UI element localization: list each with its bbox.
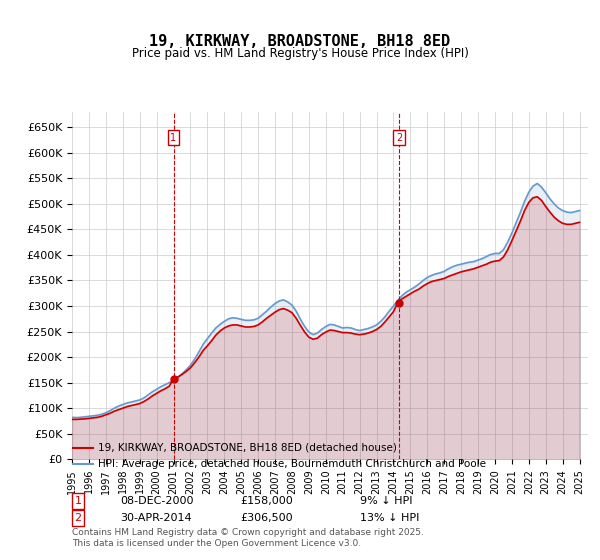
Text: £306,500: £306,500 bbox=[240, 513, 293, 523]
Text: 19, KIRKWAY, BROADSTONE, BH18 8ED: 19, KIRKWAY, BROADSTONE, BH18 8ED bbox=[149, 35, 451, 49]
Text: Price paid vs. HM Land Registry's House Price Index (HPI): Price paid vs. HM Land Registry's House … bbox=[131, 46, 469, 60]
Text: 2: 2 bbox=[396, 133, 402, 143]
Text: 9% ↓ HPI: 9% ↓ HPI bbox=[360, 496, 413, 506]
Text: HPI: Average price, detached house, Bournemouth Christchurch and Poole: HPI: Average price, detached house, Bour… bbox=[98, 459, 486, 469]
Text: 08-DEC-2000: 08-DEC-2000 bbox=[120, 496, 193, 506]
Text: Contains HM Land Registry data © Crown copyright and database right 2025.
This d: Contains HM Land Registry data © Crown c… bbox=[72, 528, 424, 548]
Text: 1: 1 bbox=[74, 496, 82, 506]
Text: 30-APR-2014: 30-APR-2014 bbox=[120, 513, 191, 523]
Text: £158,000: £158,000 bbox=[240, 496, 293, 506]
Text: 1: 1 bbox=[170, 133, 176, 143]
Text: 2: 2 bbox=[74, 513, 82, 523]
Text: 19, KIRKWAY, BROADSTONE, BH18 8ED (detached house): 19, KIRKWAY, BROADSTONE, BH18 8ED (detac… bbox=[98, 443, 397, 452]
Text: 13% ↓ HPI: 13% ↓ HPI bbox=[360, 513, 419, 523]
